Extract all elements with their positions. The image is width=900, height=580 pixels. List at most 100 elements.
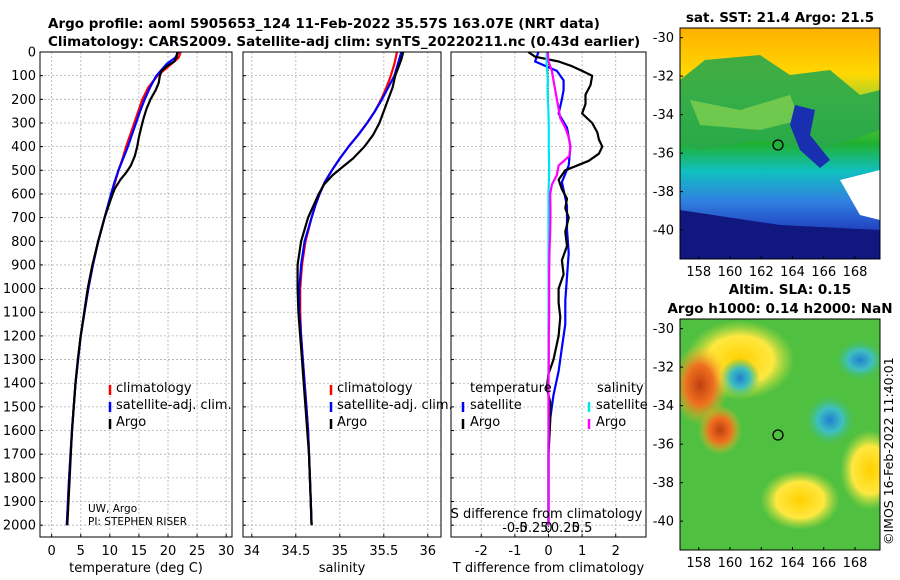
y-tick-label: 1000: [3, 282, 36, 297]
y-tick-label: 1100: [3, 306, 36, 321]
sst-map-frame: [679, 27, 881, 260]
map-x-tick-label: 160: [718, 556, 743, 571]
x-axis-label: T difference from climatology: [452, 561, 645, 576]
series-line-satellite-adj-clim-: [298, 51, 403, 526]
map-x-tick-label: 164: [780, 265, 805, 280]
y-tick-label: 700: [11, 211, 36, 226]
y-tick-label: 0: [28, 46, 36, 61]
y-tick-label: 2000: [3, 519, 36, 534]
credit-line-2: PI: STEPHEN RISER: [88, 516, 187, 528]
credit-line-1: UW, Argo: [88, 503, 137, 515]
map-x-tick-label: 164: [780, 556, 805, 571]
map-x-tick-label: 168: [843, 556, 868, 571]
map-y-tick-label: -38: [653, 476, 674, 491]
x2-axis-label: S difference from climatology: [451, 507, 643, 522]
panel-diff: -2 -1 0 1 2 T difference from climatology temp…: [450, 51, 648, 576]
series-line-climatology: [65, 51, 182, 526]
y-tick-label: 1700: [3, 448, 36, 463]
map-y-tick-label: -40: [653, 515, 674, 530]
map-y-tick-label: -36: [653, 438, 674, 453]
legend-label: satellite: [470, 398, 522, 413]
map-x-tick-label: 162: [749, 265, 774, 280]
sst-map: sat. SST: 21.4 Argo: 21.5 -30 -32 -34 -36 -3…: [653, 10, 881, 280]
x-tick-label: 20: [160, 544, 177, 559]
sla-low-ne: [835, 340, 880, 380]
x-tick-label: 5: [77, 544, 85, 559]
y-tick-label: 1600: [3, 424, 36, 439]
legend-label: satellite-adj. clim.: [337, 398, 453, 413]
legend-title-temperature: temperature: [470, 381, 552, 396]
map-y-tick-label: -32: [653, 361, 674, 376]
y-tick-label: 300: [11, 116, 36, 131]
legend-label: satellite-adj. clim.: [116, 398, 232, 413]
map-x-tick-label: 166: [811, 556, 836, 571]
y-tick-label: 1400: [3, 377, 36, 392]
y-tick-label: 1300: [3, 353, 36, 368]
title-line1: Argo profile: aoml 5905653_124 11-Feb-20…: [48, 16, 600, 32]
y-tick-label: 1900: [3, 495, 36, 510]
legend-title-salinity: salinity: [597, 381, 644, 396]
sst-light-band: [690, 95, 800, 130]
sst-cold-south: [680, 210, 880, 259]
x-tick-label: 1: [578, 544, 586, 559]
legend-label: Argo: [116, 415, 146, 430]
sst-map-title: sat. SST: 21.4 Argo: 21.5: [686, 10, 874, 26]
y-tick-label: 900: [11, 258, 36, 273]
x-tick-label: -2: [475, 544, 488, 559]
sla-map-title: Altim. SLA: 0.15: [729, 282, 851, 298]
sla-red-eddy-mid: [698, 405, 742, 455]
axes-frame: [242, 51, 442, 538]
x-tick-label: 35.5: [369, 544, 398, 559]
s-tick-label: -0.25: [515, 521, 549, 536]
legend-label: climatology: [337, 381, 413, 396]
y-tick-label: 1500: [3, 400, 36, 415]
x-tick-label: 2: [612, 544, 620, 559]
map-y-tick-label: -34: [653, 399, 674, 414]
y-tick-label: 1800: [3, 471, 36, 486]
s-tick-label: 0.5: [572, 521, 593, 536]
y-tick-label: 800: [11, 235, 36, 250]
series-line-salinity-argo: [546, 51, 572, 526]
panel-temp: 0100200300400500600700800900100011001200…: [3, 46, 235, 577]
map-y-tick-label: -38: [653, 185, 674, 200]
imos-credit: ©IMOS 16-Feb-2022 11:40:01: [881, 357, 896, 545]
x-tick-label: -1: [508, 544, 521, 559]
s-tick-label: 0: [544, 521, 552, 536]
axes-frame: [39, 51, 233, 538]
x-tick-label: 36: [420, 544, 437, 559]
map-y-tick-label: -30: [653, 31, 674, 46]
x-axis-label: salinity: [319, 561, 366, 576]
sla-blue-eddy: [720, 358, 760, 398]
sla-red-eddy-west: [680, 345, 728, 425]
map-y-tick-label: -40: [653, 224, 674, 239]
map-x-tick-label: 166: [811, 265, 836, 280]
x-tick-label: 34.5: [281, 544, 310, 559]
y-tick-label: 100: [11, 69, 36, 84]
series-line-argo: [296, 51, 405, 526]
x-tick-label: 0: [544, 544, 552, 559]
sla-map-title2: Argo h1000: 0.14 h2000: NaN: [667, 301, 892, 317]
panel-sal: 34 34.5 35 35.5 36 salinity climatology satelli…: [242, 51, 453, 576]
title-line2: Climatology: CARS2009. Satellite-adj cli…: [48, 34, 640, 50]
map-y-tick-label: -36: [653, 147, 674, 162]
map-x-tick-label: 168: [843, 265, 868, 280]
legend-label: Argo: [596, 415, 626, 430]
x-tick-label: 25: [189, 544, 206, 559]
sla-map-frame: [679, 318, 881, 551]
y-tick-label: 600: [11, 187, 36, 202]
map-x-tick-label: 160: [718, 265, 743, 280]
y-tick-label: 1200: [3, 329, 36, 344]
sst-cold-eddy: [790, 105, 830, 168]
x-tick-label: 34: [244, 544, 261, 559]
sst-argo-marker: [772, 139, 784, 151]
sla-high-east: [840, 430, 880, 510]
map-x-tick-label: 158: [686, 556, 711, 571]
map-y-tick-label: -32: [653, 70, 674, 85]
legend-label: Argo: [470, 415, 500, 430]
x-axis-label: temperature (deg C): [69, 561, 203, 576]
sla-argo-marker: [772, 429, 784, 441]
series-line-argo: [66, 51, 179, 526]
legend-label: satellite: [596, 398, 648, 413]
map-y-tick-label: -34: [653, 108, 674, 123]
